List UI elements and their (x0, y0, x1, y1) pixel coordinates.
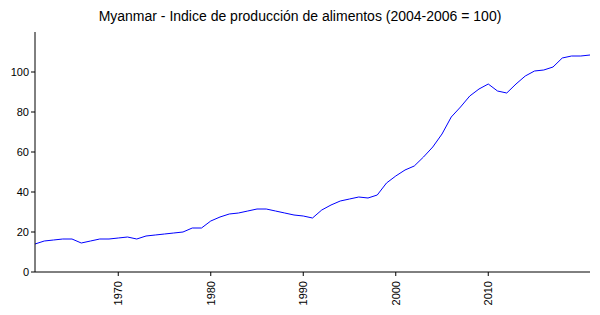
svg-text:0: 0 (23, 266, 29, 278)
svg-text:60: 60 (17, 146, 29, 158)
svg-text:20: 20 (17, 226, 29, 238)
svg-text:2010: 2010 (482, 281, 494, 305)
svg-text:1970: 1970 (112, 281, 124, 305)
svg-text:40: 40 (17, 186, 29, 198)
svg-text:1980: 1980 (205, 281, 217, 305)
html-text:Myanmar - Indice de producción: Myanmar - Indice de producción de alimen… (98, 8, 502, 24)
svg-text:100: 100 (11, 66, 29, 78)
svg-text:80: 80 (17, 106, 29, 118)
svg-text:1990: 1990 (297, 281, 309, 305)
svg-text:2000: 2000 (390, 281, 402, 305)
